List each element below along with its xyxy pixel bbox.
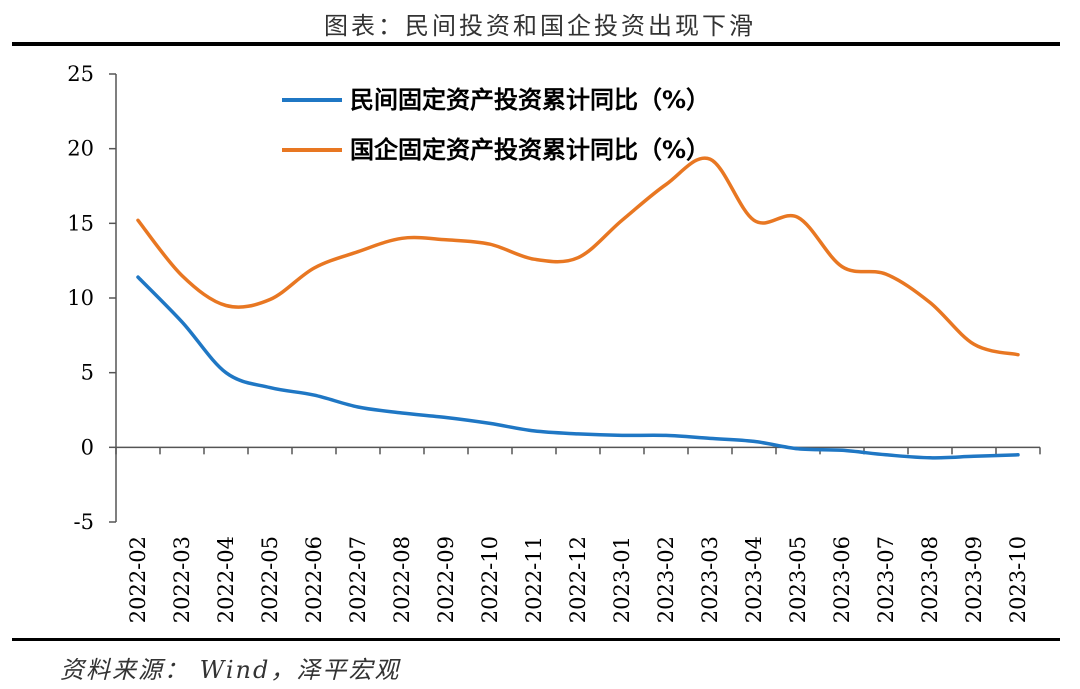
x-tick-label: 2022-02 (126, 536, 150, 623)
x-tick-label: 2023-10 (1006, 536, 1030, 623)
series-line-2 (136, 156, 1020, 357)
y-axis-ticks: 25 20 15 10 5 0 -5 (67, 62, 116, 534)
x-tick-label: 2023-02 (654, 536, 678, 623)
y-tick-label: 25 (67, 62, 94, 86)
chart-legend: 民间固定资产投资累计同比（%） 国企固定资产投资累计同比（%） (282, 86, 710, 164)
x-tick-label: 2022-08 (390, 536, 414, 623)
y-tick-label: 15 (67, 211, 94, 235)
x-tick-label: 2023-07 (874, 536, 898, 623)
chart-title: 图表：民间投资和国企投资出现下滑 (324, 12, 756, 40)
x-tick-label: 2023-03 (698, 536, 722, 623)
x-tick-label: 2022-09 (434, 536, 458, 623)
legend-label-2: 国企固定资产投资累计同比（%） (350, 136, 710, 164)
x-tick-label: 2023-08 (918, 536, 942, 623)
x-tick-label: 2022-12 (566, 536, 590, 623)
x-tick-label: 2022-04 (214, 536, 238, 623)
x-tick-label: 2023-06 (830, 536, 854, 623)
source-note: 资料来源： Wind，泽平宏观 (60, 656, 401, 684)
x-tick-label: 2023-01 (610, 536, 634, 623)
top-divider (12, 42, 1060, 46)
chart-series (136, 156, 1020, 460)
y-tick-label: 5 (81, 361, 94, 385)
bottom-divider (12, 638, 1060, 641)
y-tick-label: 0 (81, 435, 94, 459)
y-tick-label: 10 (67, 286, 94, 310)
x-tick-label: 2022-06 (302, 536, 326, 623)
x-axis-ticks: 2022-02 2022-03 2022-04 2022-05 2022-06 2022-… (115, 447, 1041, 623)
x-tick-label: 2023-04 (742, 536, 766, 623)
x-tick-label: 2022-05 (258, 536, 282, 623)
x-tick-label: 2023-09 (962, 536, 986, 623)
x-tick-label: 2022-03 (170, 536, 194, 623)
series-line-1 (136, 275, 1020, 460)
y-tick-label: -5 (74, 510, 94, 534)
x-tick-label: 2022-11 (522, 536, 546, 623)
x-tick-label: 2022-07 (346, 536, 370, 623)
x-tick-label: 2023-05 (786, 536, 810, 623)
y-tick-label: 20 (67, 137, 94, 161)
legend-label-1: 民间固定资产投资累计同比（%） (350, 86, 710, 114)
x-tick-label: 2022-10 (478, 536, 502, 623)
